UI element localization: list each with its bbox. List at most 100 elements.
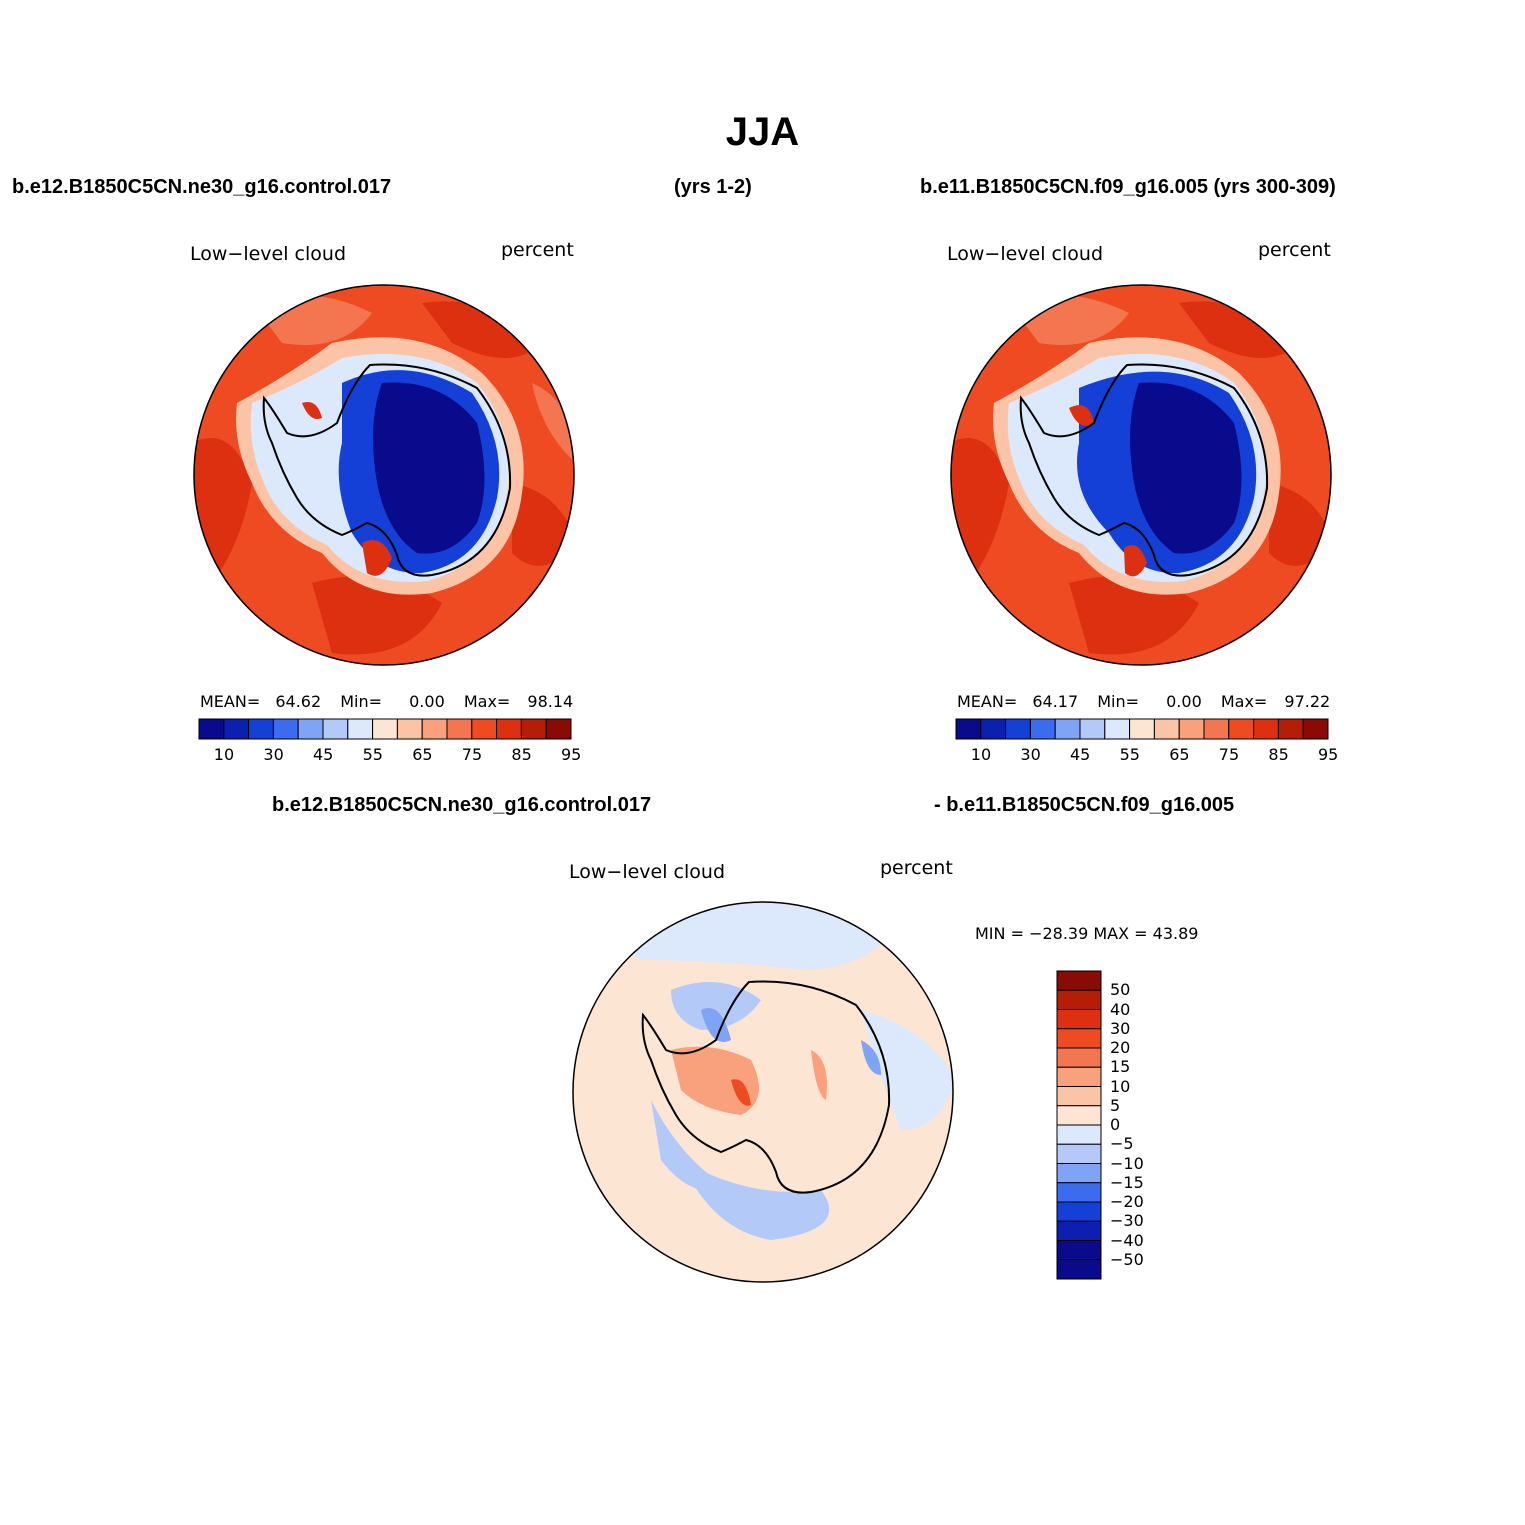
case-a-title: b.e12.B1850C5CN.ne30_g16.control.017 [12, 176, 392, 198]
map-panel-1 [193, 284, 575, 666]
diff-minmax: MIN = −28.39 MAX = 43.89 [975, 924, 1199, 943]
colorbar-swatch [322, 718, 349, 740]
colorbar-swatch [446, 718, 473, 740]
colorbar-swatch [1056, 1105, 1102, 1126]
colorbar-tick-label: 10 [1110, 1076, 1131, 1096]
case-a-years: (yrs 1-2) [674, 176, 752, 198]
colorbar-tick-label: 40 [1110, 999, 1131, 1019]
colorbar-tick-label: −30 [1110, 1211, 1144, 1231]
colorbar-tick-label: 10 [213, 745, 235, 764]
min-value: 0.00 [409, 692, 445, 711]
figure-title: JJA [725, 110, 800, 154]
colorbar-tick-label: 5 [1110, 1095, 1121, 1115]
colorbar-tick-label: 50 [1110, 980, 1131, 1000]
colorbar-swatch [1153, 718, 1180, 740]
colorbar-tick-label: 95 [561, 745, 582, 764]
colorbar-panel-2 [955, 718, 1329, 740]
colorbar-swatch [272, 718, 299, 740]
colorbar-swatch [496, 718, 522, 740]
colorbar-swatch [1056, 1009, 1102, 1030]
colorbar-swatch [1253, 718, 1279, 740]
colorbar-swatch [1056, 1086, 1102, 1107]
colorbar-tick-label: −10 [1110, 1153, 1144, 1173]
colorbar-tick-label: −40 [1110, 1230, 1144, 1250]
mean-label: MEAN= [957, 692, 1018, 711]
colorbar-swatch [1005, 718, 1031, 740]
diff-case-a-title: b.e12.B1850C5CN.ne30_g16.control.017 [272, 794, 652, 816]
colorbar-swatch [1056, 1259, 1102, 1280]
colorbar-swatch [1079, 718, 1106, 740]
colorbar-swatch [1277, 718, 1304, 740]
colorbar-swatch [1178, 718, 1205, 740]
colorbar-swatch [1056, 1220, 1102, 1241]
min-label: Min= [1097, 692, 1140, 711]
colorbar-swatch [396, 718, 423, 740]
panel-2-variable: Low−level cloud [947, 243, 1104, 265]
colorbar-swatch [471, 718, 498, 740]
colorbar-swatch [1056, 1182, 1102, 1203]
colorbar-swatch [1054, 718, 1081, 740]
colorbar-swatch [1129, 718, 1155, 740]
colorbar-tick-label: −5 [1110, 1134, 1134, 1154]
colorbar-swatch [248, 718, 274, 740]
colorbar-tick-label: 75 [1218, 745, 1240, 764]
colorbar-tick-label: 85 [511, 745, 532, 764]
diff-case-b-title: - b.e11.B1850C5CN.f09_g16.005 [934, 794, 1235, 816]
colorbar-swatch [1056, 970, 1102, 991]
colorbar-swatch [421, 718, 448, 740]
colorbar-tick-label: 85 [1268, 745, 1289, 764]
max-value: 97.22 [1284, 692, 1331, 711]
colorbar-swatch [297, 718, 324, 740]
colorbar-tick-label: −20 [1110, 1192, 1144, 1211]
panel-2-stats: MEAN= 64.17 Min= 0.00 Max= 97.22 [957, 692, 1330, 711]
colorbar-swatch [1056, 1124, 1102, 1145]
colorbar-swatch [1228, 718, 1255, 740]
colorbar-swatch [372, 718, 398, 740]
colorbar-tick-label: −50 [1110, 1249, 1144, 1269]
colorbar-swatch [198, 718, 225, 740]
colorbar-swatch [1056, 1028, 1102, 1049]
colorbar-tick-label: 30 [1020, 745, 1041, 764]
colorbar-swatch [1056, 1047, 1102, 1068]
colorbar-tick-label: 30 [263, 745, 284, 764]
colorbar-swatch [1056, 1066, 1102, 1087]
colorbar-tick-label: 0 [1110, 1115, 1121, 1134]
colorbar-swatch [1056, 1143, 1102, 1164]
colorbar-tick-label: 30 [1110, 1018, 1131, 1038]
colorbar-panel-1 [198, 718, 572, 740]
max-label: Max= [463, 692, 511, 711]
colorbar-tick-label: 55 [362, 745, 383, 764]
panel-1-units: percent [501, 239, 574, 261]
min-label: Min= [340, 692, 383, 711]
map-panel-2 [950, 284, 1332, 666]
colorbar-tick-label: −15 [1110, 1172, 1144, 1192]
diff-units: percent [880, 857, 953, 879]
mean-value: 64.62 [275, 692, 322, 711]
colorbar-swatch [1056, 1240, 1102, 1261]
colorbar-swatch [1104, 718, 1131, 740]
mean-value: 64.17 [1032, 692, 1079, 711]
mean-label: MEAN= [200, 692, 261, 711]
colorbar-tick-label: 65 [412, 745, 433, 764]
panel-1-variable: Low−level cloud [190, 243, 347, 265]
diff-variable: Low−level cloud [569, 861, 726, 883]
max-label: Max= [1220, 692, 1268, 711]
colorbar-swatch [1203, 718, 1230, 740]
colorbar-swatch [1302, 718, 1329, 740]
colorbar-swatch [980, 718, 1007, 740]
colorbar-swatch [1056, 989, 1102, 1010]
panel-2-units: percent [1258, 239, 1331, 261]
colorbar-swatch [1029, 718, 1056, 740]
colorbar-tick-label: 10 [970, 745, 992, 764]
map-difference [572, 901, 954, 1283]
colorbar-swatch [955, 718, 982, 740]
panel-1-stats: MEAN= 64.62 Min= 0.00 Max= 98.14 [200, 692, 573, 711]
colorbar-tick-label: 15 [1110, 1057, 1131, 1077]
colorbar-tick-label: 75 [461, 745, 483, 764]
colorbar-swatch [347, 718, 374, 740]
colorbar-tick-label: 65 [1169, 745, 1190, 764]
colorbar-tick-label: 45 [313, 745, 334, 764]
colorbar-swatch [223, 718, 250, 740]
colorbar-swatch [520, 718, 547, 740]
colorbar-swatch [545, 718, 572, 740]
